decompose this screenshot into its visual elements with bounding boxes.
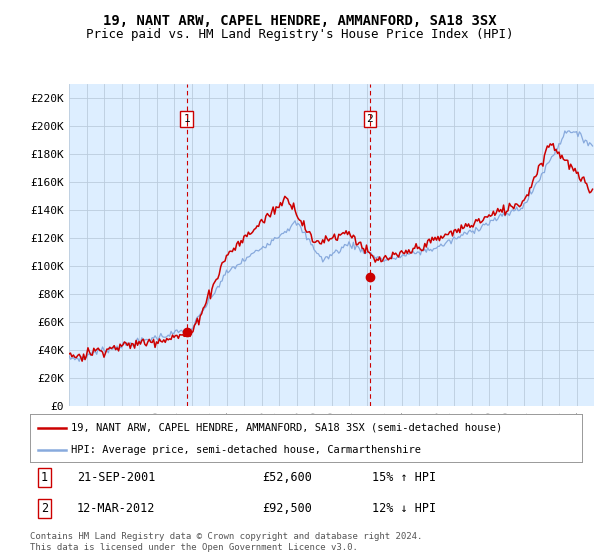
Text: Contains HM Land Registry data © Crown copyright and database right 2024.: Contains HM Land Registry data © Crown c… bbox=[30, 532, 422, 541]
Text: 15% ↑ HPI: 15% ↑ HPI bbox=[372, 471, 436, 484]
Text: 19, NANT ARW, CAPEL HENDRE, AMMANFORD, SA18 3SX: 19, NANT ARW, CAPEL HENDRE, AMMANFORD, S… bbox=[103, 14, 497, 28]
Text: Price paid vs. HM Land Registry's House Price Index (HPI): Price paid vs. HM Land Registry's House … bbox=[86, 28, 514, 41]
Text: This data is licensed under the Open Government Licence v3.0.: This data is licensed under the Open Gov… bbox=[30, 543, 358, 552]
Text: 1: 1 bbox=[41, 471, 48, 484]
Text: 21-SEP-2001: 21-SEP-2001 bbox=[77, 471, 155, 484]
Text: 12-MAR-2012: 12-MAR-2012 bbox=[77, 502, 155, 515]
Text: 2: 2 bbox=[367, 114, 373, 124]
Text: £92,500: £92,500 bbox=[262, 502, 312, 515]
Text: £52,600: £52,600 bbox=[262, 471, 312, 484]
Text: HPI: Average price, semi-detached house, Carmarthenshire: HPI: Average price, semi-detached house,… bbox=[71, 445, 421, 455]
Text: 12% ↓ HPI: 12% ↓ HPI bbox=[372, 502, 436, 515]
Text: 19, NANT ARW, CAPEL HENDRE, AMMANFORD, SA18 3SX (semi-detached house): 19, NANT ARW, CAPEL HENDRE, AMMANFORD, S… bbox=[71, 423, 503, 433]
Text: 1: 1 bbox=[183, 114, 190, 124]
Text: 2: 2 bbox=[41, 502, 48, 515]
